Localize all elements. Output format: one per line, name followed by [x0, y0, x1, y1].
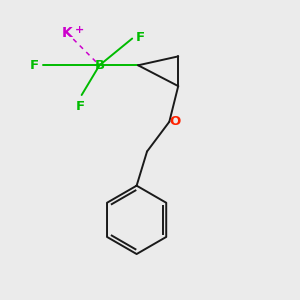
- Text: B: B: [94, 59, 104, 72]
- Text: F: F: [136, 31, 145, 44]
- Text: +: +: [75, 25, 84, 35]
- Text: K: K: [61, 26, 72, 40]
- Text: F: F: [30, 59, 39, 72]
- Text: F: F: [76, 100, 85, 113]
- Text: O: O: [169, 115, 180, 128]
